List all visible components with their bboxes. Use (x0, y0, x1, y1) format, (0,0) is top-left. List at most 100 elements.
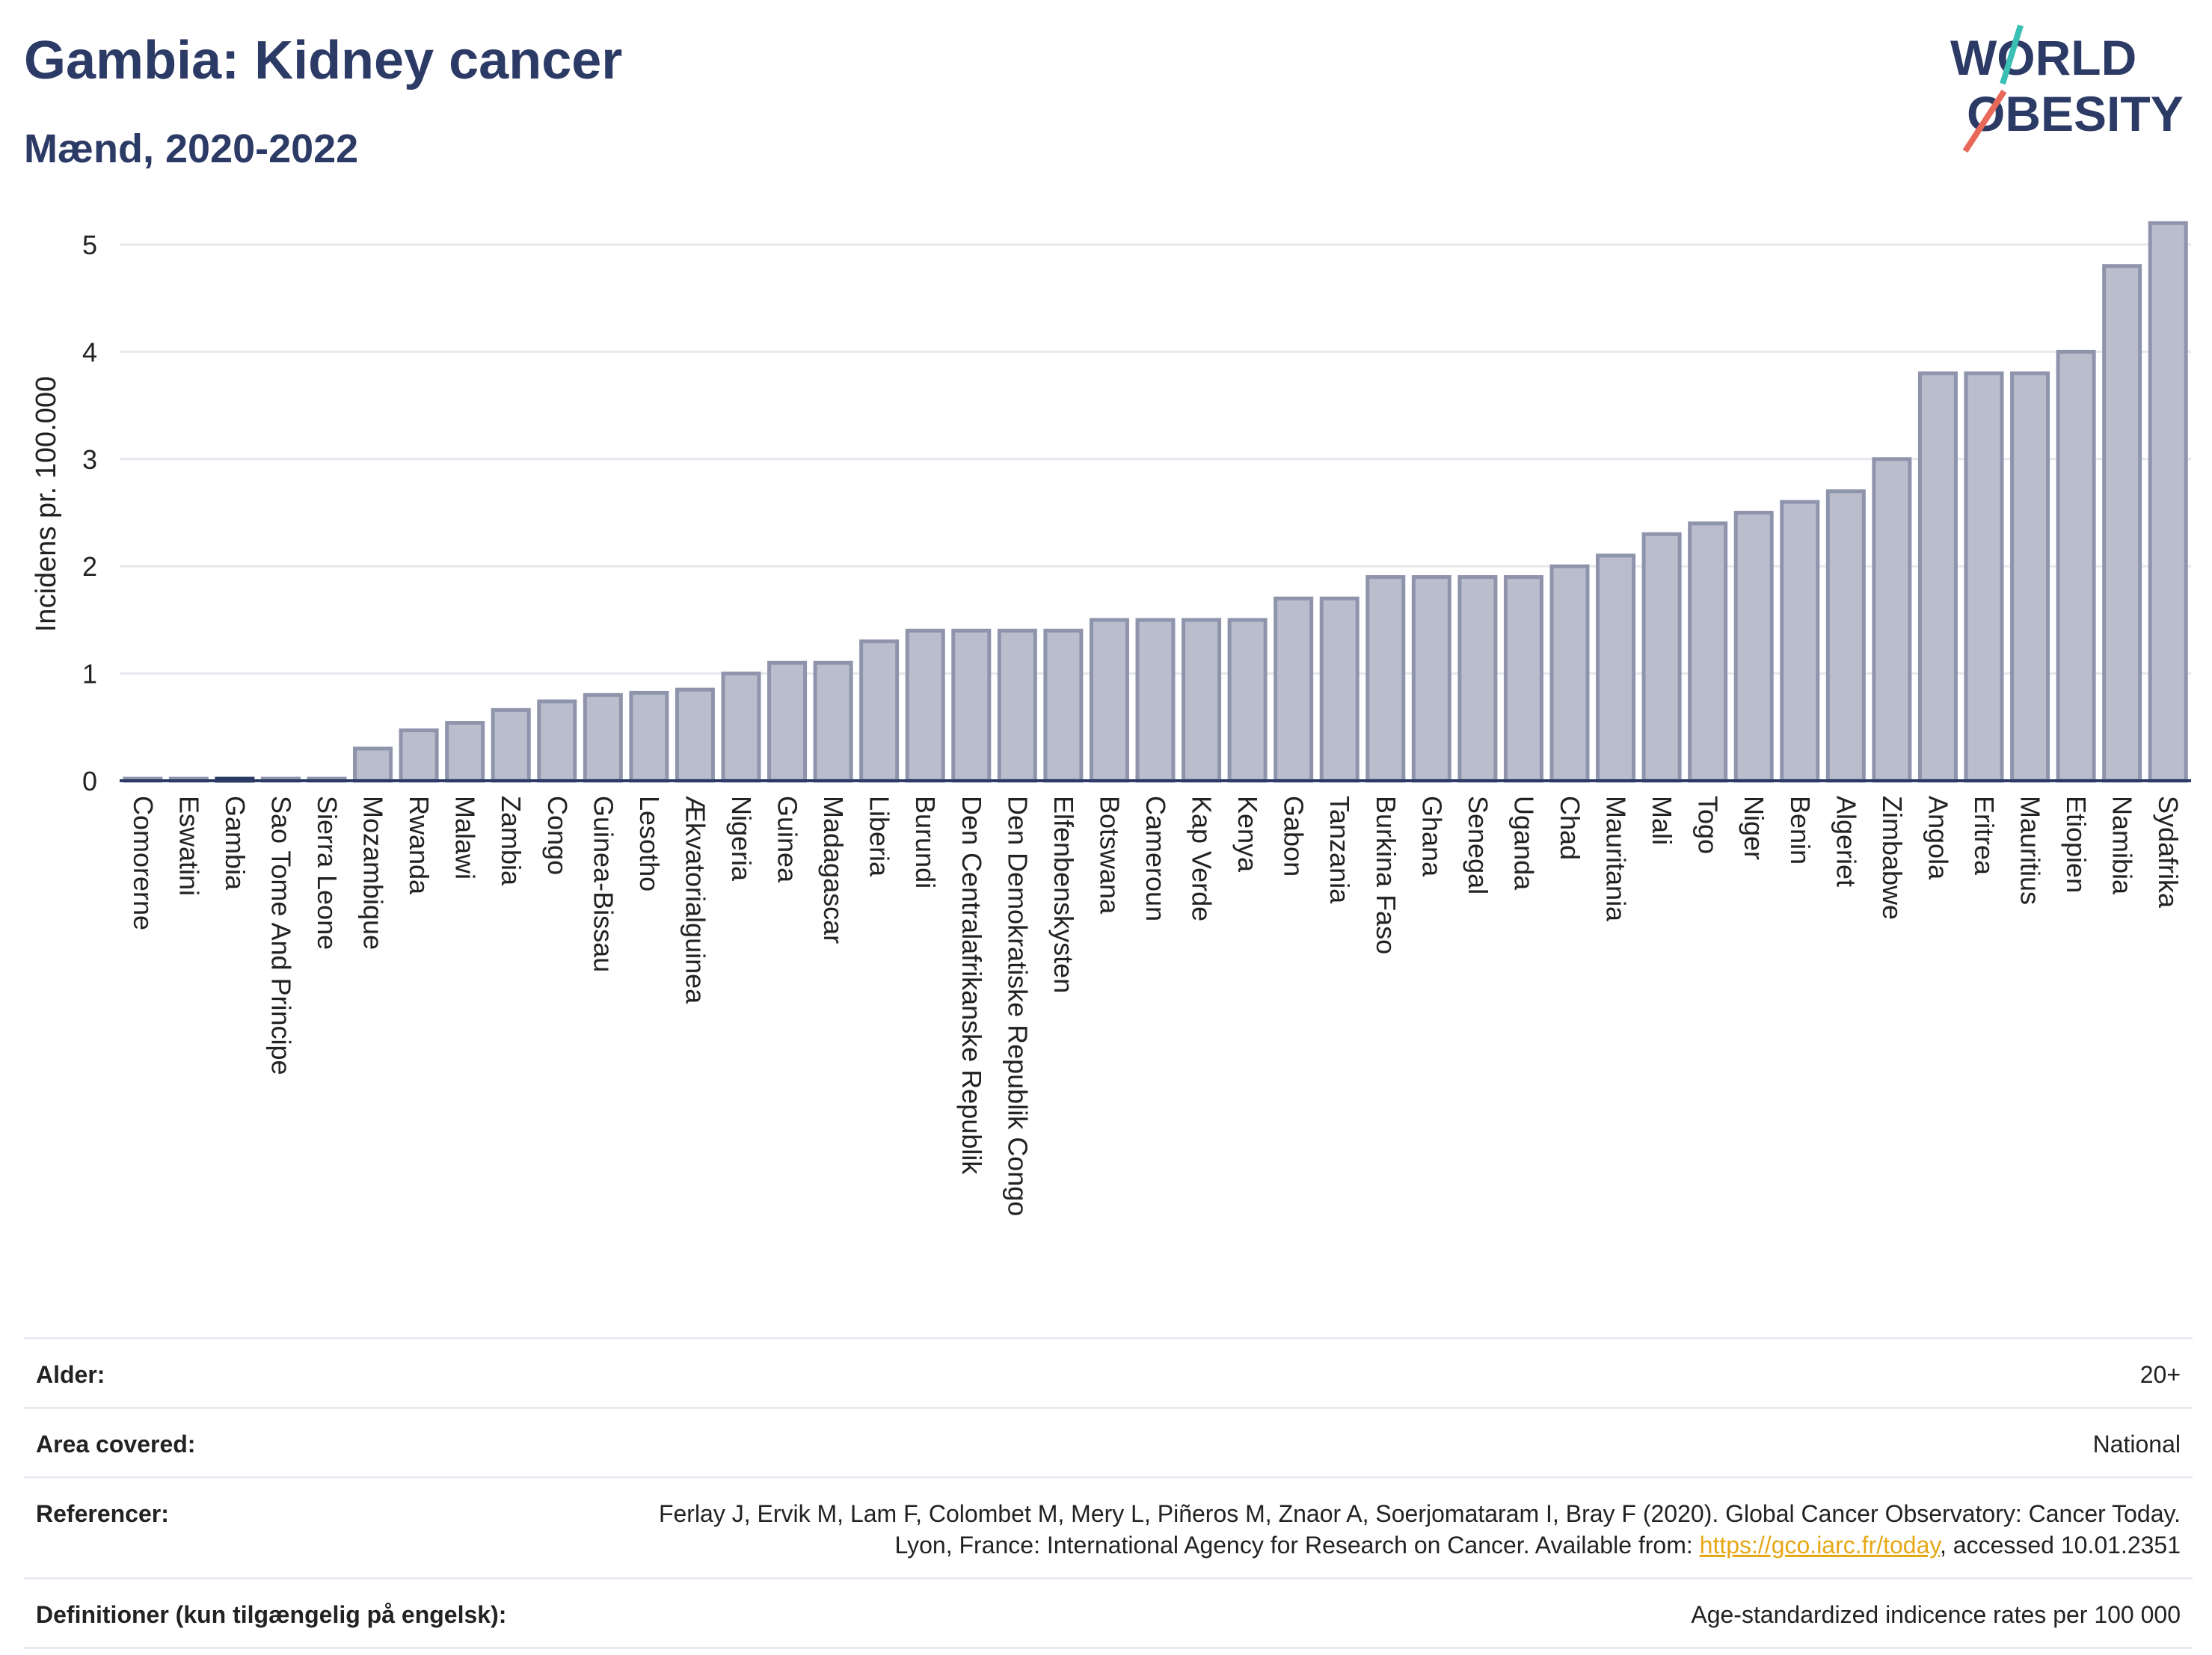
bar-tanzania (1319, 596, 1360, 783)
bar-congo (537, 699, 577, 783)
bar-nigeria (721, 672, 761, 783)
bar-mali (1641, 532, 1682, 783)
x-tick-label: Nigeria (726, 796, 757, 882)
bar-elfenbenskysten (1043, 628, 1084, 783)
bar-liberia (859, 639, 900, 783)
x-tick-label: Ækvatorialguinea (680, 796, 710, 1004)
bar-guinea (767, 660, 808, 783)
x-tick-label: Sydafrika (2153, 796, 2184, 909)
x-tick-label: Rwanda (404, 796, 434, 895)
x-tick-label: Congo (542, 796, 573, 875)
bar-rwanda (399, 728, 439, 783)
bar-algeriet (1825, 489, 1866, 783)
meta-value: Ferlay J, Ervik M, Lam F, Colombet M, Me… (610, 1498, 2181, 1561)
bar-etiopien (2056, 349, 2096, 783)
x-tick-label: Etiopien (2061, 796, 2092, 893)
x-tick-label: Elfenbenskysten (1048, 796, 1079, 993)
y-tick-labels: 0 1 2 3 4 5 (82, 230, 97, 796)
page-title: Gambia: Kidney cancer (24, 31, 623, 90)
bar-ækvatorialguinea (675, 687, 715, 783)
x-tick-label: Comorerne (128, 796, 159, 930)
x-tick-label: Sierra Leone (312, 796, 342, 950)
meta-label: Referencer: (36, 1500, 169, 1527)
y-tick-label: 4 (82, 337, 97, 367)
x-tick-label: Mozambique (358, 796, 389, 950)
logo-line-1: WORLD (1950, 30, 2136, 85)
world-obesity-logo: WORLD OBESITY (1950, 24, 2184, 153)
x-tick-label: Kap Verde (1187, 796, 1217, 921)
x-tick-label: Eritrea (1969, 796, 2000, 876)
x-tick-label: Cameroun (1140, 796, 1171, 921)
x-tick-label: Mali (1647, 796, 1677, 845)
page-subtitle: Mænd, 2020-2022 (24, 126, 359, 171)
x-tick-labels: Comorerne Eswatini Gambia Sao Tome And Prin… (128, 796, 2184, 1216)
reference-link[interactable]: https://gco.iarc.fr/today (1699, 1532, 1940, 1559)
bar-uganda (1503, 575, 1543, 783)
bar-mauritania (1596, 553, 1636, 783)
x-tick-label: Lesotho (634, 796, 665, 891)
x-tick-label: Liberia (864, 796, 895, 877)
x-tick-label: Ghana (1416, 796, 1447, 877)
x-tick-label: Burundi (910, 796, 941, 888)
x-tick-label: Gambia (220, 796, 251, 891)
x-tick-label: Zambia (496, 796, 526, 886)
bar-senegal (1457, 575, 1498, 783)
reference-accessed: , accessed 10.01.2351 (1939, 1532, 2181, 1559)
bar-niger (1733, 511, 1774, 783)
bar-gabon (1274, 596, 1314, 783)
bar-namibia (2102, 264, 2142, 783)
bar-benin (1780, 500, 1820, 783)
x-tick-label: Malawi (450, 796, 481, 879)
bar-lesotho (629, 690, 669, 783)
bar-kap-verde (1182, 618, 1222, 783)
x-tick-label: Kenya (1232, 796, 1263, 873)
bar-madagascar (813, 660, 853, 783)
bar-togo (1688, 521, 1728, 783)
bar-botswana (1089, 618, 1129, 783)
x-tick-label: Sao Tome And Principe (265, 796, 296, 1075)
x-tick-label: Tanzania (1324, 796, 1355, 904)
meta-row-age: Alder: 20+ (24, 1337, 2193, 1407)
metadata-table: Alder: 20+ Area covered: National Refere… (24, 1337, 2193, 1649)
logo-slash-icon (1962, 89, 2007, 153)
x-tick-label: Benin (1785, 796, 1816, 865)
meta-value: National (2092, 1431, 2181, 1458)
x-tick-label: Eswatini (173, 796, 204, 896)
bar-eritrea (1964, 371, 2004, 783)
y-tick-label: 5 (82, 230, 97, 260)
x-tick-label: Chad (1555, 796, 1585, 860)
x-tick-label: Den Centralafrikanske Republik (956, 796, 987, 1175)
x-tick-label: Zimbabwe (1877, 796, 1908, 920)
meta-label: Definitioner (kun tilgængelig på engelsk… (36, 1601, 507, 1628)
y-tick-label: 0 (82, 766, 97, 796)
x-tick-label: Mauritania (1601, 796, 1632, 922)
bar-den-centralafrikanske-republik (951, 628, 992, 783)
bar-zambia (491, 707, 531, 783)
x-tick-label: Botswana (1094, 796, 1125, 915)
bar-chad (1549, 564, 1590, 783)
x-tick-label: Uganda (1508, 796, 1539, 891)
bar-mauritius (2010, 371, 2050, 783)
x-tick-label: Den Demokratiske Republik Congo (1002, 796, 1033, 1216)
x-tick-label: Niger (1739, 796, 1769, 860)
bar-den-demokratiske-republik-congo (997, 628, 1037, 783)
bar-ghana (1411, 575, 1451, 783)
meta-row-definitions: Definitioner (kun tilgængelig på engelsk… (24, 1577, 2193, 1649)
x-tick-label: Mauritius (2015, 796, 2046, 905)
bar-zimbabwe (1872, 457, 1912, 783)
logo-slash-accent-icon (2000, 24, 2024, 85)
meta-row-area: Area covered: National (24, 1407, 2193, 1476)
x-tick-label: Madagascar (818, 796, 849, 944)
y-axis-label: Incidens pr. 100.000 (31, 376, 62, 632)
x-tick-label: Burkina Faso (1371, 796, 1401, 954)
x-tick-label: Guinea (772, 796, 803, 883)
x-tick-label: Algeriet (1831, 796, 1861, 887)
x-tick-label: Togo (1693, 796, 1724, 854)
bar-guinea-bissau (583, 693, 623, 783)
x-tick-label: Namibia (2107, 796, 2138, 895)
meta-value: Age-standardized indicence rates per 100… (1691, 1601, 2181, 1628)
y-tick-label: 3 (82, 444, 97, 475)
meta-label: Alder: (36, 1361, 105, 1388)
bar-sydafrika (2148, 221, 2188, 783)
x-tick-label: Guinea-Bissau (588, 796, 618, 972)
